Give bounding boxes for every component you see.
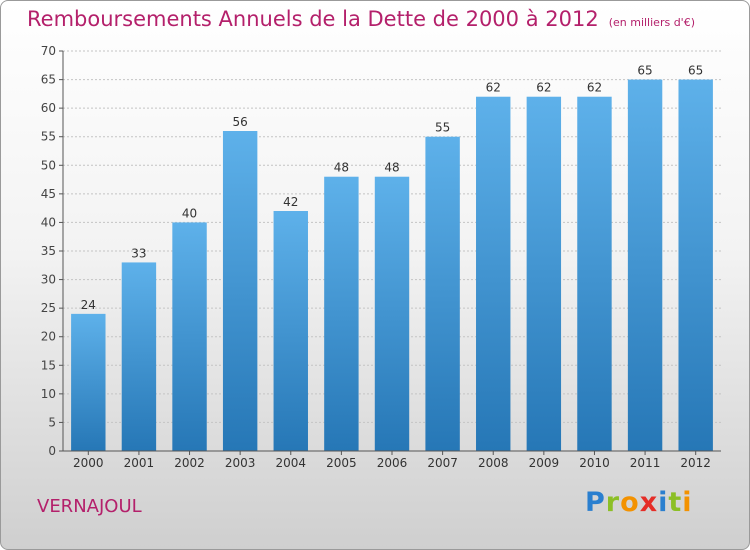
y-tick-label: 65	[41, 73, 56, 87]
logo-letter: i	[658, 487, 669, 518]
bar	[476, 96, 511, 451]
x-tick-label: 2010	[579, 456, 610, 470]
logo-letter: P	[585, 487, 606, 518]
x-tick-label: 2006	[377, 456, 408, 470]
y-tick-label: 55	[41, 130, 56, 144]
x-tick-label: 2005	[326, 456, 357, 470]
x-tick-label: 2004	[275, 456, 306, 470]
data-label: 56	[233, 115, 248, 129]
bar	[324, 176, 359, 451]
x-tick-label: 2012	[680, 456, 711, 470]
commune-name: VERNAJOUL	[37, 496, 142, 517]
data-label: 40	[182, 206, 197, 220]
x-tick-label: 2008	[478, 456, 509, 470]
data-label: 48	[334, 161, 349, 175]
x-tick-label: 2007	[427, 456, 458, 470]
data-label: 55	[435, 121, 450, 135]
x-axis: 2000 2001 2002 2003 2004 2005 2006 2007 2008 2009…	[63, 450, 721, 470]
bar	[425, 136, 460, 451]
y-tick-label: 15	[41, 358, 56, 372]
bar	[374, 176, 410, 451]
x-tick-label: 2011	[630, 456, 661, 470]
y-tick-label: 70	[41, 44, 56, 58]
y-tick-label: 45	[41, 187, 56, 201]
x-tick-label: 2000	[73, 456, 104, 470]
logo-letter: o	[620, 487, 640, 518]
y-tick-label: 40	[41, 215, 56, 229]
logo-letter: i	[682, 487, 693, 518]
y-axis: 0 5 10 15 20 25 30 35 40 45 50 55 60 65 70	[41, 44, 64, 458]
chart-title: Remboursements Annuels de la Dette de 20…	[27, 7, 695, 31]
y-tick-label: 30	[41, 273, 56, 287]
y-tick-label: 5	[48, 415, 56, 429]
y-tick-label: 10	[41, 387, 56, 401]
data-label: 42	[283, 195, 298, 209]
bar	[526, 96, 562, 451]
bars: 24 33 40 56 42 48 48 55 62 62 62 65 65	[71, 64, 713, 452]
data-label: 62	[486, 81, 501, 95]
bar	[172, 222, 207, 451]
bar	[222, 131, 258, 451]
y-tick-label: 0	[48, 444, 56, 458]
bar	[71, 313, 106, 451]
x-tick-label: 2001	[124, 456, 155, 470]
x-tick-label: 2003	[225, 456, 256, 470]
data-label: 48	[384, 161, 399, 175]
logo-letter: t	[668, 487, 683, 518]
x-tick-label: 2002	[174, 456, 205, 470]
data-label: 62	[587, 81, 602, 95]
bar	[678, 79, 713, 452]
proxiti-logo: Proxiti	[585, 487, 693, 518]
y-tick-label: 50	[41, 158, 56, 172]
bar	[121, 262, 157, 451]
bar	[627, 79, 663, 452]
y-tick-label: 25	[41, 301, 56, 315]
y-tick-label: 35	[41, 244, 56, 258]
data-label: 33	[131, 246, 146, 260]
data-label: 65	[688, 64, 703, 78]
data-label: 24	[81, 298, 96, 312]
logo-letter: r	[605, 487, 621, 518]
y-tick-label: 20	[41, 330, 56, 344]
data-label: 62	[536, 81, 551, 95]
x-tick-label: 2009	[529, 456, 560, 470]
y-tick-label: 60	[41, 101, 56, 115]
bar	[577, 96, 612, 451]
title-text: Remboursements Annuels de la Dette de 20…	[27, 7, 599, 31]
unit-label: (en milliers d'€)	[608, 16, 695, 29]
data-label: 65	[637, 64, 652, 78]
logo-letter: x	[639, 487, 659, 518]
bar	[273, 211, 308, 451]
